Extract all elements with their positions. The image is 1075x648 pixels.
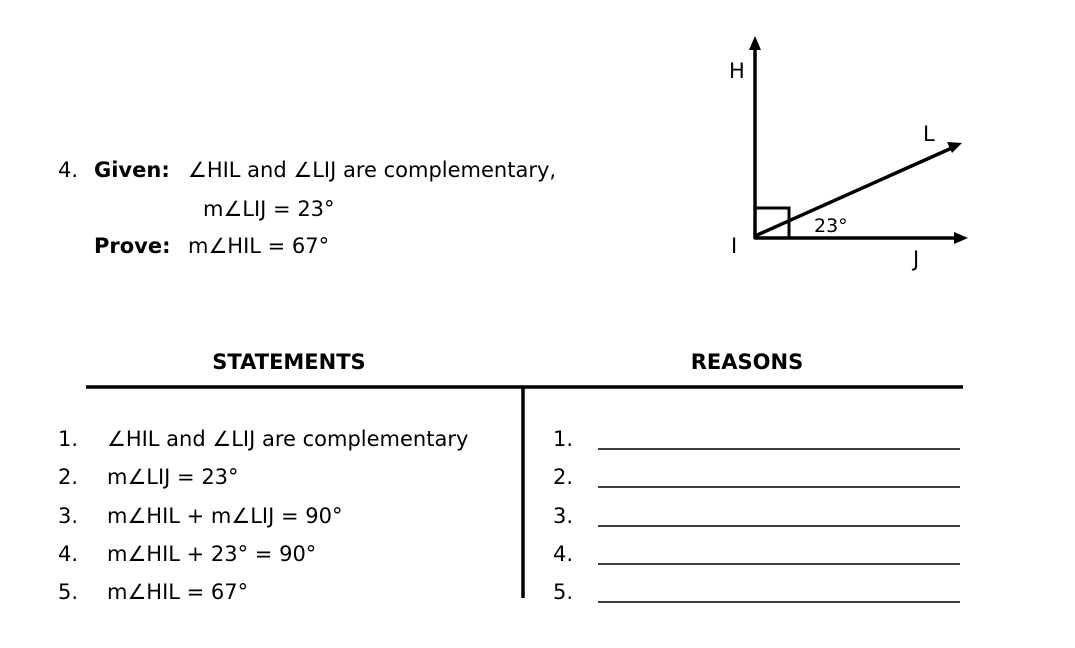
- statement-text: ∠HIL and ∠LIJ are complementary: [107, 427, 468, 451]
- statement-text: m∠LIJ = 23°: [107, 465, 239, 489]
- statement-number: 4.: [58, 542, 78, 566]
- reason-number: 3.: [553, 504, 573, 528]
- statement-number: 5.: [58, 580, 78, 604]
- reason-number: 2.: [553, 465, 573, 489]
- statement-text: m∠HIL + 23° = 90°: [107, 542, 316, 566]
- ray-il: [754, 145, 955, 238]
- statement-number: 3.: [58, 504, 78, 528]
- angle-label: 23°: [814, 215, 848, 237]
- reason-number: 1.: [553, 427, 573, 451]
- statement-text: m∠HIL = 67°: [107, 580, 248, 604]
- point-label: I: [731, 234, 737, 258]
- arrowhead: [954, 232, 968, 244]
- column-header: REASONS: [691, 350, 803, 374]
- statement-text: m∠HIL + m∠LIJ = 90°: [107, 504, 342, 528]
- reason-number: 4.: [553, 542, 573, 566]
- column-header: STATEMENTS: [212, 350, 365, 374]
- prove-text: m∠HIL = 67°: [188, 234, 329, 258]
- diagram: [749, 36, 968, 244]
- statement-number: 2.: [58, 465, 78, 489]
- reason-number: 5.: [553, 580, 573, 604]
- problem-number: 4.: [58, 158, 78, 182]
- arrowhead: [947, 142, 962, 153]
- point-label: J: [911, 247, 919, 271]
- point-label: H: [729, 59, 745, 83]
- statement-number: 1.: [58, 427, 78, 451]
- prove-label: Prove:: [94, 234, 171, 258]
- given-line: m∠LIJ = 23°: [203, 197, 335, 221]
- given-label: Given:: [94, 158, 170, 182]
- point-label: L: [923, 122, 935, 146]
- table-rows: 1. ∠HIL and ∠LIJ are complementary 2. m∠LIJ…: [58, 427, 960, 604]
- arrowhead: [749, 36, 761, 50]
- right-angle-mark: [753, 206, 791, 240]
- given-line: ∠HIL and ∠LIJ are complementary,: [188, 158, 556, 182]
